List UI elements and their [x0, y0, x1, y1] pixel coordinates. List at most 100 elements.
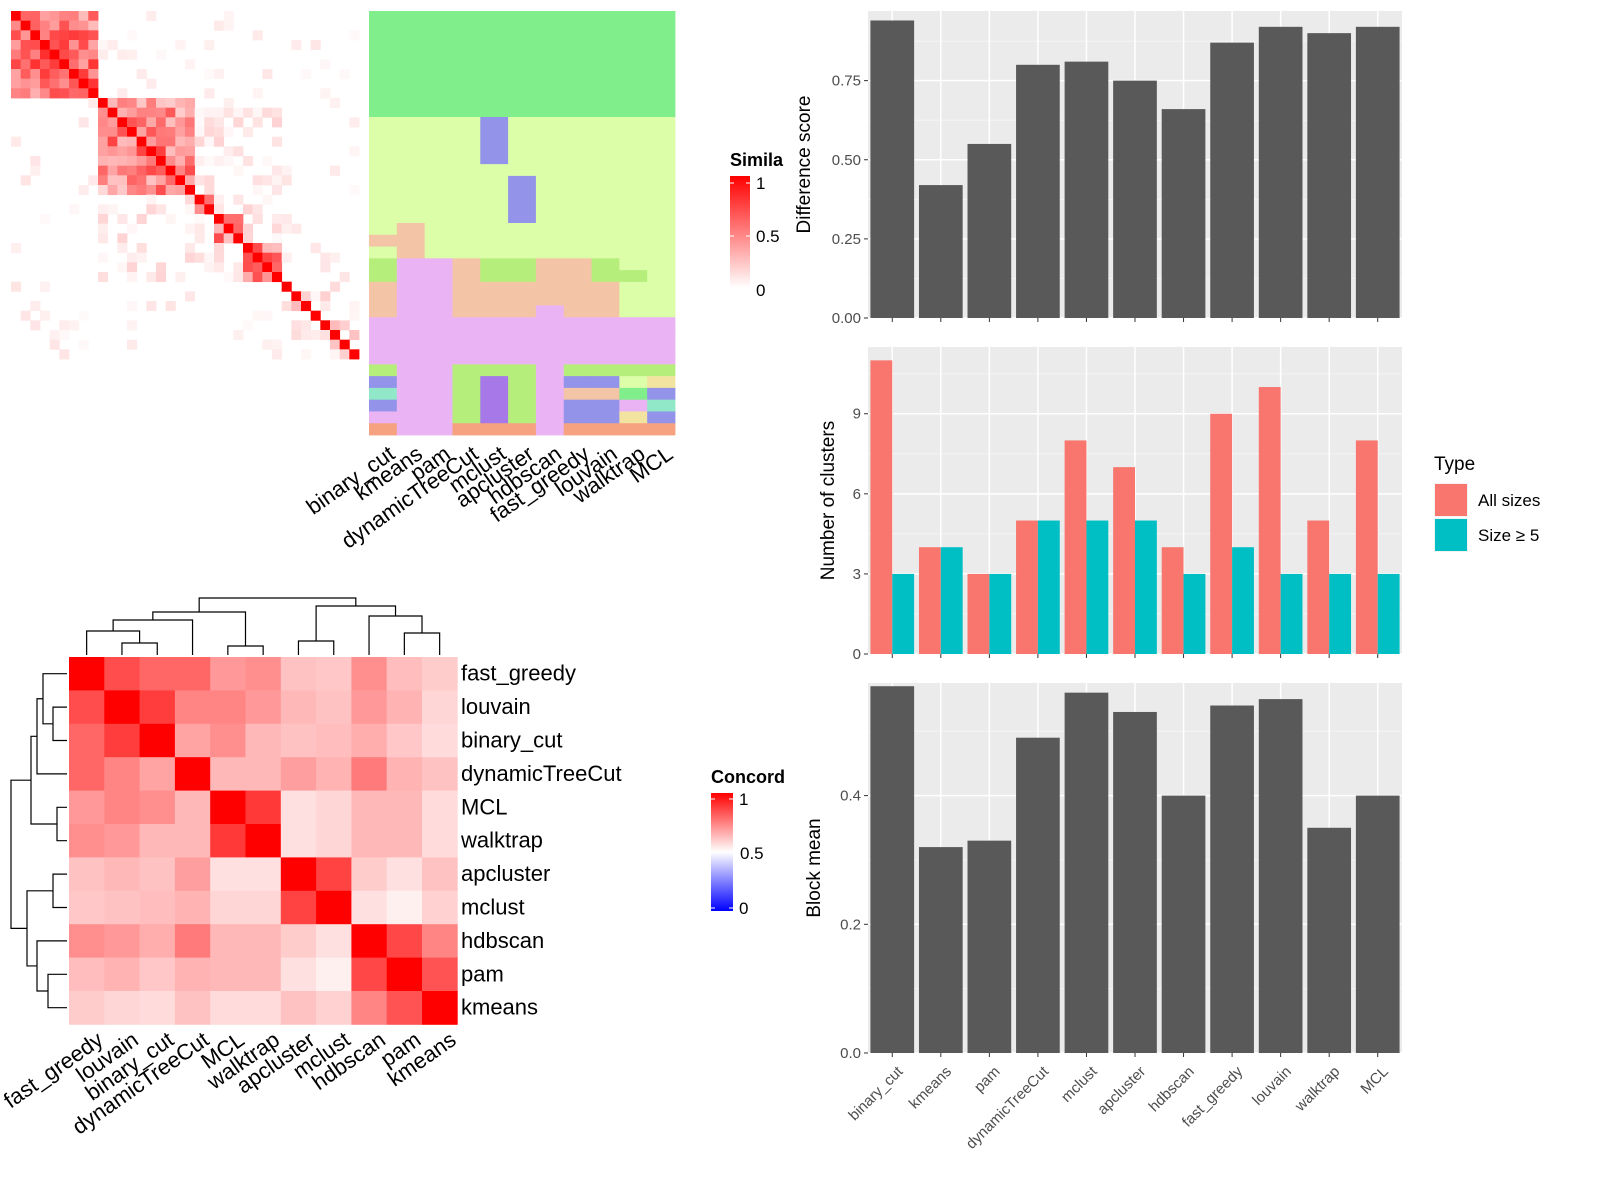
similarity-cell	[194, 175, 205, 186]
similarity-cell	[59, 320, 70, 331]
assignment-cell	[591, 399, 620, 412]
assignment-cell	[647, 340, 676, 353]
concordance-cell	[351, 790, 388, 825]
similarity-cell	[107, 185, 118, 196]
concordance-cell	[69, 824, 105, 858]
assignment-cell	[480, 164, 509, 177]
similarity-cell	[223, 98, 234, 109]
similarity-cell	[127, 272, 138, 283]
similarity-cell	[146, 98, 157, 109]
similarity-cell	[272, 233, 283, 244]
assignment-cell	[535, 223, 565, 236]
assignment-cell	[647, 93, 676, 106]
x-tick-label: binary_cut	[845, 1063, 907, 1125]
concordance-cell	[316, 890, 352, 925]
similarity-cell	[127, 185, 138, 196]
assignment-cell	[508, 117, 537, 130]
similarity-cell	[146, 156, 157, 167]
concordance-cell	[245, 857, 282, 892]
similarity-cell	[11, 136, 22, 147]
similarity-cell	[117, 127, 128, 138]
similarity-cell	[165, 136, 176, 147]
similarity-cell	[30, 59, 41, 70]
assignment-cell	[424, 128, 453, 141]
assignment-cell	[591, 69, 620, 83]
assignment-cell	[619, 140, 648, 153]
similarity-cell	[30, 40, 41, 51]
similarity-cell	[194, 107, 205, 118]
concordance-cell	[386, 757, 423, 791]
similarity-cell	[194, 194, 205, 205]
assignment-cell	[535, 69, 565, 83]
assignment-cell	[452, 411, 481, 424]
similarity-cell	[30, 320, 41, 331]
concordance-cell	[316, 857, 352, 892]
concordance-cell	[351, 723, 388, 758]
similarity-cell	[78, 40, 89, 51]
similarity-cell	[214, 223, 225, 234]
assignment-cell	[591, 387, 620, 401]
assignment-cell	[369, 128, 398, 141]
assignment-cell	[563, 58, 592, 71]
assignment-cell	[424, 22, 453, 35]
concordance-cell	[422, 657, 458, 691]
assignment-cell	[647, 305, 676, 318]
similarity-cell	[30, 156, 41, 167]
similarity-cell	[233, 262, 244, 273]
bar	[1064, 61, 1109, 318]
assignment-cell	[452, 164, 481, 177]
assignment-cell	[563, 364, 592, 377]
similarity-cell	[117, 175, 128, 186]
similarity-cell	[59, 59, 70, 70]
bar	[870, 20, 915, 319]
assignment-cell	[647, 34, 676, 47]
assignment-cell	[396, 164, 426, 177]
similarity-cell	[339, 349, 350, 360]
concordance-cell	[422, 957, 458, 992]
assignment-cell	[619, 22, 648, 35]
similarity-cell	[175, 272, 186, 283]
similarity-cell	[30, 88, 41, 99]
assignment-cell	[647, 152, 676, 165]
similarity-cell	[107, 156, 118, 167]
assignment-cell	[396, 317, 426, 330]
concordance-cell	[174, 957, 211, 992]
concordance-cell	[386, 991, 423, 1025]
similarity-cell	[20, 59, 31, 70]
concordance-cell	[316, 723, 352, 758]
assignment-cell	[591, 223, 620, 236]
assignment-cell	[591, 46, 620, 59]
similarity-cell	[20, 88, 31, 99]
similarity-cell	[98, 127, 109, 138]
similarity-cell	[204, 185, 215, 196]
similarity-cell	[243, 223, 254, 234]
concordance-cell	[245, 924, 282, 958]
assignment-cell	[591, 329, 620, 342]
similarity-cell	[330, 252, 341, 263]
concordance-cell	[245, 991, 282, 1025]
similarity-cell	[49, 59, 60, 70]
similarity-cell	[98, 107, 109, 118]
similarity-cell	[223, 146, 234, 157]
similarity-cell	[233, 165, 244, 176]
assignment-cell	[591, 258, 620, 271]
assignment-cell	[424, 411, 453, 424]
similarity-cell	[49, 49, 60, 60]
assignment-cell	[647, 211, 676, 224]
assignment-cell	[480, 234, 509, 247]
assignment-cell	[619, 352, 648, 365]
similarity-cell	[20, 40, 31, 51]
assignment-cell	[396, 293, 426, 306]
similarity-cell	[146, 272, 157, 283]
similarity-cell	[214, 204, 225, 215]
similarity-cell	[233, 117, 244, 128]
similarity-cell	[78, 88, 89, 99]
assignment-cell	[369, 164, 398, 177]
concordance-cell	[422, 991, 458, 1025]
concordance-cell	[139, 991, 176, 1025]
assignment-cell	[647, 175, 676, 189]
assignment-cell	[480, 69, 509, 83]
similarity-cell	[88, 49, 99, 60]
assignment-cell	[480, 199, 509, 212]
similarity-cell	[252, 88, 263, 99]
